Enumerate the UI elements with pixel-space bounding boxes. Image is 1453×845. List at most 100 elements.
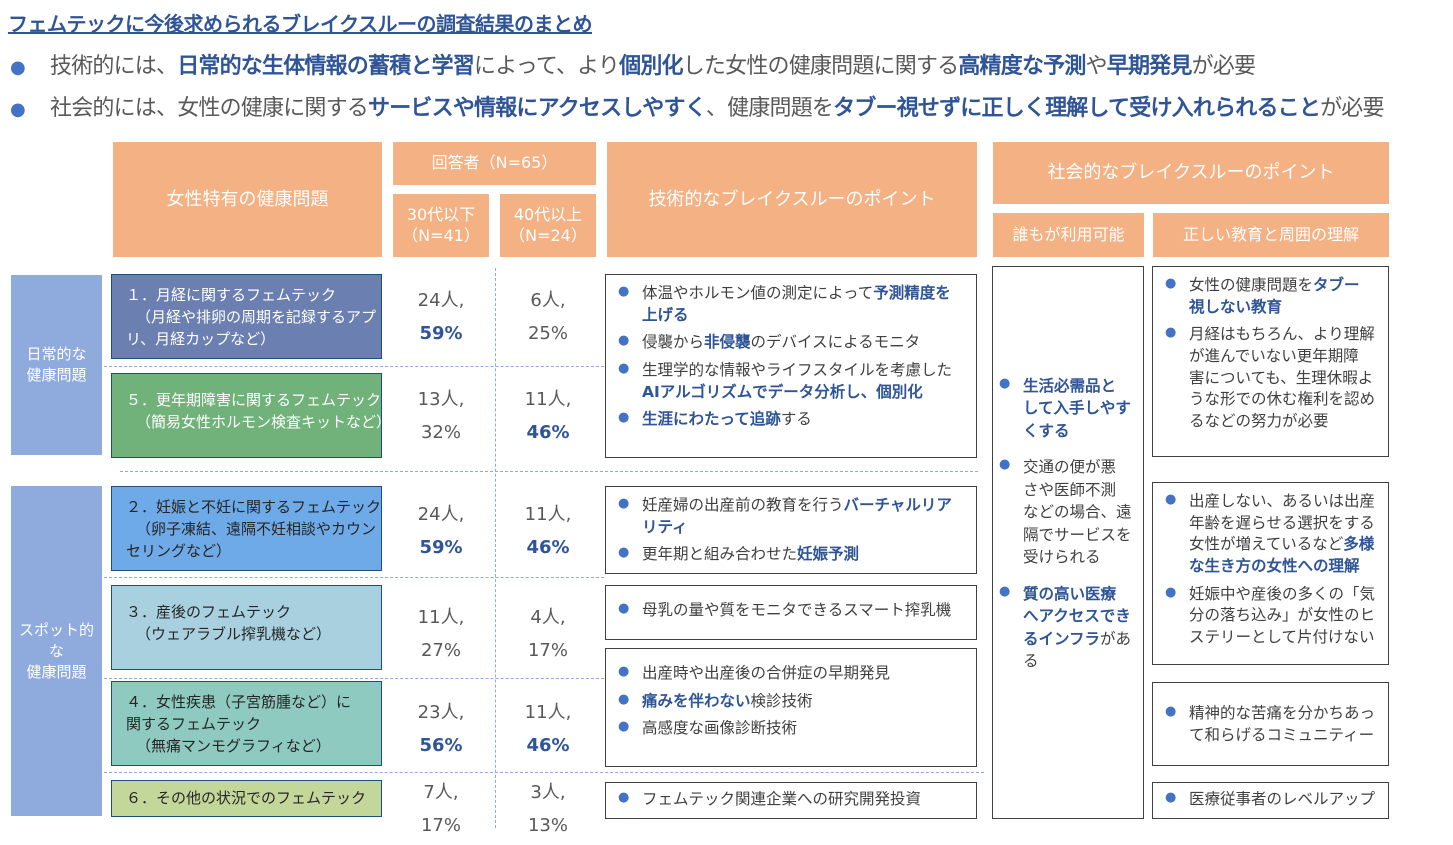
header-under30-n: （N=41） — [402, 225, 480, 245]
text: 月経はもちろん、より理解 — [1189, 325, 1375, 344]
emphasis: して入手しやす — [1023, 399, 1131, 418]
emphasis: 個別化 — [619, 54, 683, 79]
header-over40-n: （N=24） — [509, 225, 587, 245]
row-title: ３．産後のフェムテック — [126, 603, 292, 621]
row-title: ６．その他の状況でのフェムテック — [126, 789, 367, 807]
under30-row2: 13人, 32% — [393, 383, 489, 449]
count: 7人, — [423, 782, 459, 803]
text: 精神的な苦痛を分かちあっ — [1189, 704, 1376, 722]
text: 技術的には、 — [50, 54, 178, 79]
text: 社会的には、女性の健康に関する — [50, 96, 369, 121]
category-label: 健康問題 — [26, 366, 87, 384]
percent: 46% — [526, 537, 570, 558]
row-title: ５．更年期障害に関するフェムテック — [126, 391, 382, 409]
tech-row-postpartum: ３．産後のフェムテック （ウェアラブル搾乳機など） — [111, 585, 382, 670]
row-title: ２．妊娠と不妊に関するフェムテック — [126, 498, 382, 516]
tech-points-disease: 出産時や出産後の合併症の早期発見 痛みを伴わない検診技術 高感度な画像診断技術 — [605, 648, 977, 767]
list-item: 出産しない、あるいは出産年齢を遅らせる選択をする女性が増えているなど多様な生き方… — [1165, 491, 1382, 578]
text: 出産時や出産後の合併症の早期発見 — [642, 664, 891, 682]
percent: 25% — [527, 323, 568, 344]
count: 23人, — [417, 702, 465, 723]
row-divider — [104, 366, 604, 367]
emphasis: 予測精度を — [873, 284, 951, 302]
list-item: 痛みを伴わない検診技術 — [618, 691, 970, 713]
header-social: 社会的なブレイクスルーのポイント — [993, 142, 1389, 204]
header-health-issue: 女性特有の健康問題 — [113, 142, 382, 257]
summary-bullet-technical: ● 技術的には、日常的な生体情報の蓄積と学習によって、より個別化した女性の健康問題… — [10, 48, 1256, 80]
text: 侵襲から — [642, 333, 705, 352]
header-over40-label: 40代以上 — [513, 204, 583, 224]
over40-row3: 11人, 46% — [500, 498, 596, 564]
page-title: フェムテックに今後求められるブレイクスルーの調査結果のまとめ — [8, 12, 593, 36]
under30-row1: 24人, 59% — [393, 284, 489, 350]
text: のデバイスによるモニタ — [750, 333, 921, 352]
under30-row5: 23人, 56% — [393, 696, 489, 762]
social-education-pregnancy: 出産しない、あるいは出産年齢を遅らせる選択をする女性が増えているなど多様な生き方… — [1152, 482, 1389, 665]
section-divider — [120, 471, 978, 472]
text: 交通の便が悪 — [1023, 458, 1117, 477]
list-item: フェムテック関連企業への研究開発投資 — [618, 789, 970, 811]
text: 生理学的な情報やライフスタイルを考慮した — [642, 361, 953, 380]
percent: 13% — [527, 815, 568, 836]
text: 更年期と組み合わせた — [642, 545, 798, 564]
text: 出産しない、あるいは出産 — [1189, 492, 1376, 510]
tech-row-menstruation: １．月経に関するフェムテック （月経や排卵の周期を記録するアプ リ、月経カップな… — [111, 274, 382, 359]
text: 女性の健康問題を — [1189, 276, 1314, 294]
percent: 32% — [420, 422, 461, 443]
text: する — [780, 410, 812, 429]
emphasis: タブー — [1313, 276, 1360, 294]
text: が必要 — [1191, 54, 1256, 79]
list-item: 医療従事者のレベルアップ — [1165, 789, 1382, 811]
emphasis: バーチャルリア — [843, 496, 952, 514]
text: 、健康問題を — [705, 96, 834, 121]
category-label: スポット的 — [18, 620, 94, 639]
emphasis: な生き方の女性への理解 — [1189, 557, 1360, 576]
percent: 46% — [526, 735, 570, 756]
emphasis: 痛みを伴わない — [642, 691, 751, 710]
emphasis: くする — [1023, 421, 1070, 440]
list-item: 出産時や出産後の合併症の早期発見 — [618, 663, 970, 685]
row-divider — [104, 678, 604, 679]
summary-bullet-social: ● 社会的には、女性の健康に関するサービスや情報にアクセスしやすく、健康問題をタブ… — [10, 90, 1384, 122]
text: 隔でサービスを — [1023, 525, 1132, 544]
text: 年齢を遅らせる選択をする — [1189, 513, 1375, 532]
percent: 17% — [420, 815, 461, 836]
emphasis: 高精度な予測 — [958, 54, 1086, 79]
bullet-icon: ● — [10, 99, 26, 120]
text: 検診技術 — [750, 691, 813, 710]
percent: 56% — [419, 735, 463, 756]
over40-row2: 11人, 46% — [500, 383, 596, 449]
header-over40: 40代以上 （N=24） — [500, 194, 596, 257]
percent: 59% — [419, 537, 463, 558]
text: が必要 — [1320, 96, 1384, 121]
text: や — [1085, 54, 1108, 79]
text: 妊産婦の出産前の教育を行う — [642, 496, 844, 514]
text: フェムテック関連企業への研究開発投資 — [642, 790, 922, 808]
emphasis: リティ — [642, 517, 688, 536]
emphasis: へアクセスでき — [1023, 607, 1131, 626]
header-respondents: 回答者（N=65） — [393, 142, 596, 185]
count: 11人, — [524, 504, 572, 525]
over40-row6: 3人, 13% — [500, 776, 596, 842]
row-divider — [104, 772, 984, 773]
list-item: 更年期と組み合わせた妊娠予測 — [618, 544, 970, 566]
percent: 59% — [419, 323, 463, 344]
category-label: な — [48, 641, 64, 660]
header-social-access: 誰もが利用可能 — [993, 213, 1144, 257]
tech-row-menopause: ５．更年期障害に関するフェムテック （簡易女性ホルモン検査キットなど） — [111, 373, 391, 458]
header-social-education: 正しい教育と周囲の理解 — [1153, 213, 1389, 257]
header-under30-label: 30代以下 — [406, 204, 476, 224]
count: 6人, — [530, 290, 566, 311]
emphasis: 生涯にわたって追跡 — [642, 410, 781, 429]
text: 体温やホルモン値の測定によって — [642, 284, 874, 302]
list-item: 生理学的な情報やライフスタイルを考慮した AIアルゴリズムでデータ分析し、個別化 — [618, 360, 970, 403]
row-divider — [104, 577, 604, 578]
text: などの場合、遠 — [1023, 503, 1132, 522]
emphasis: 非侵襲 — [704, 333, 751, 352]
